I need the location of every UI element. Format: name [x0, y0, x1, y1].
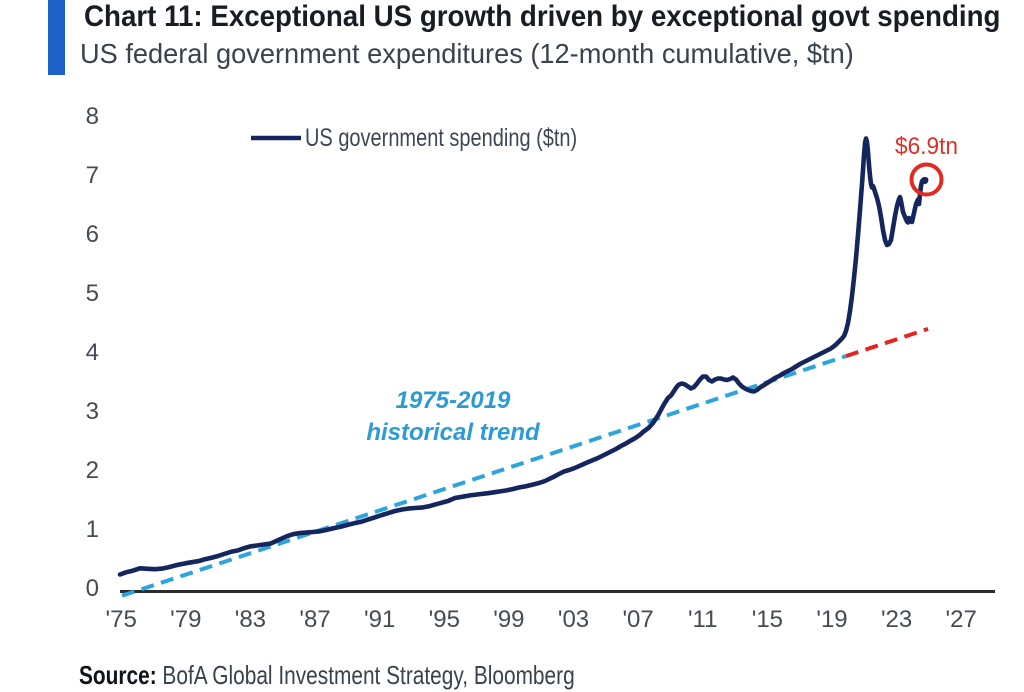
- svg-text:'23: '23: [881, 606, 912, 633]
- svg-text:1975-2019: 1975-2019: [396, 387, 511, 414]
- svg-text:1: 1: [86, 516, 99, 543]
- svg-text:3: 3: [86, 398, 99, 425]
- svg-text:historical trend: historical trend: [366, 419, 541, 446]
- svg-text:2: 2: [86, 457, 99, 484]
- svg-text:US government spending ($tn): US government spending ($tn): [305, 124, 577, 152]
- svg-text:4: 4: [86, 339, 99, 366]
- svg-text:'95: '95: [429, 606, 460, 633]
- svg-text:'87: '87: [299, 606, 330, 633]
- svg-text:'91: '91: [364, 606, 395, 633]
- svg-text:$6.9tn: $6.9tn: [895, 132, 958, 159]
- svg-text:'79: '79: [170, 606, 201, 633]
- svg-text:'83: '83: [235, 606, 266, 633]
- svg-text:6: 6: [86, 221, 99, 248]
- svg-text:'27: '27: [946, 606, 977, 633]
- svg-text:'15: '15: [752, 606, 783, 633]
- svg-text:'11: '11: [688, 606, 718, 633]
- svg-text:'19: '19: [816, 606, 847, 633]
- svg-text:'99: '99: [493, 606, 524, 633]
- svg-text:7: 7: [86, 162, 99, 189]
- svg-text:0: 0: [86, 575, 99, 602]
- svg-text:'07: '07: [622, 606, 653, 633]
- svg-text:8: 8: [86, 103, 99, 130]
- svg-text:5: 5: [86, 280, 99, 307]
- svg-text:'03: '03: [558, 606, 589, 633]
- svg-text:'75: '75: [106, 606, 137, 633]
